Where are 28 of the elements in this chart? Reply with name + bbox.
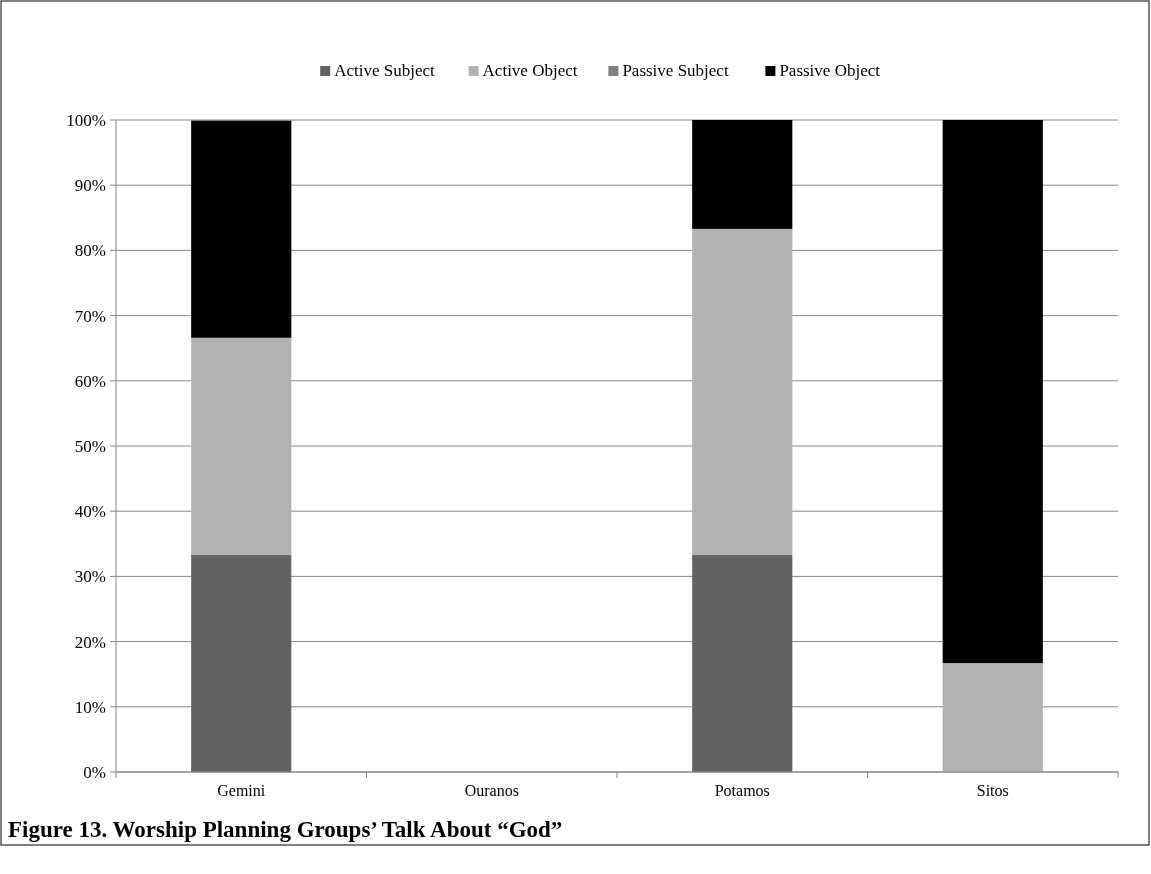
y-tick-label: 60%: [74, 371, 106, 391]
bar: [692, 120, 793, 229]
legend-label: Passive Object: [779, 61, 881, 80]
bar: [692, 554, 793, 772]
y-tick-label: 70%: [74, 306, 106, 326]
bar: [191, 554, 292, 772]
bar: [191, 120, 292, 338]
legend-label: Active Subject: [334, 61, 436, 80]
x-tick-label: Sitos: [976, 782, 1009, 799]
y-tick-label: 0%: [83, 762, 106, 782]
y-tick-label: 30%: [74, 567, 106, 587]
text: Figure 13. Worship Planning Groups’ Talk About “God”: [8, 817, 563, 842]
bar: [692, 228, 793, 555]
bar: [942, 120, 1043, 664]
y-tick-label: 100%: [66, 110, 106, 130]
y-tick-label: 10%: [74, 697, 106, 717]
x-tick-label: Gemini: [217, 782, 266, 799]
y-tick-label: 90%: [74, 176, 106, 196]
y-tick-label: 50%: [74, 436, 106, 456]
legend-label: Active Object: [482, 61, 578, 80]
x-tick-label: Ouranos: [464, 782, 519, 799]
y-tick-label: 20%: [74, 632, 106, 652]
y-tick-label: 40%: [74, 502, 106, 522]
bar: [942, 663, 1043, 772]
bar: [191, 337, 292, 555]
y-tick-label: 80%: [74, 241, 106, 261]
x-tick-label: Potamos: [714, 782, 770, 799]
legend-label: Passive Subject: [622, 61, 729, 80]
